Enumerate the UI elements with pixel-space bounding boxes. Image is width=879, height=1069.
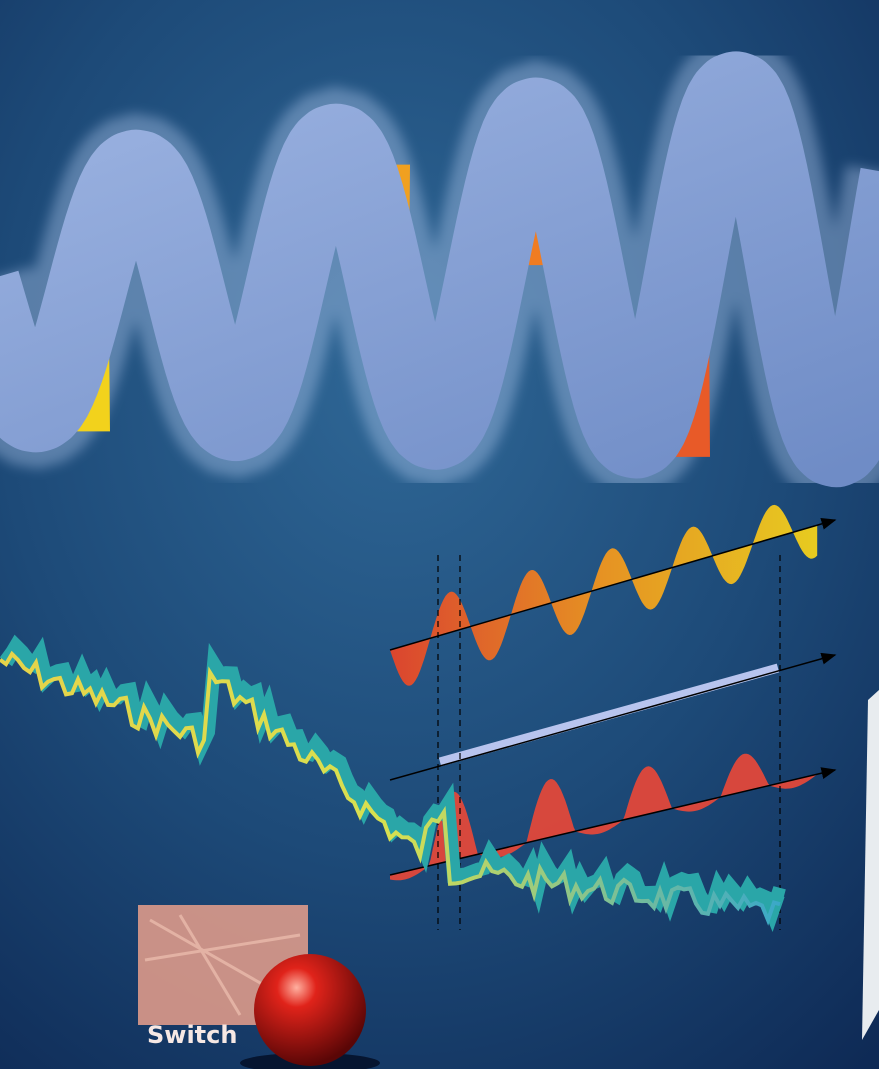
noise-trace [0,634,786,932]
ribbon [0,51,879,488]
constant-bar [438,663,780,767]
axis-arrow [389,518,837,651]
device-edge [862,690,879,1040]
wave-diagram [389,504,837,930]
axis-arrow [389,767,837,876]
noise-line [0,650,781,926]
ribbon-wave [0,33,879,506]
red-sphere [254,954,366,1066]
switch-label: Switch [147,1021,237,1049]
noise-depth [0,634,786,932]
wave-fill [390,504,818,686]
axis-arrow [389,652,837,781]
